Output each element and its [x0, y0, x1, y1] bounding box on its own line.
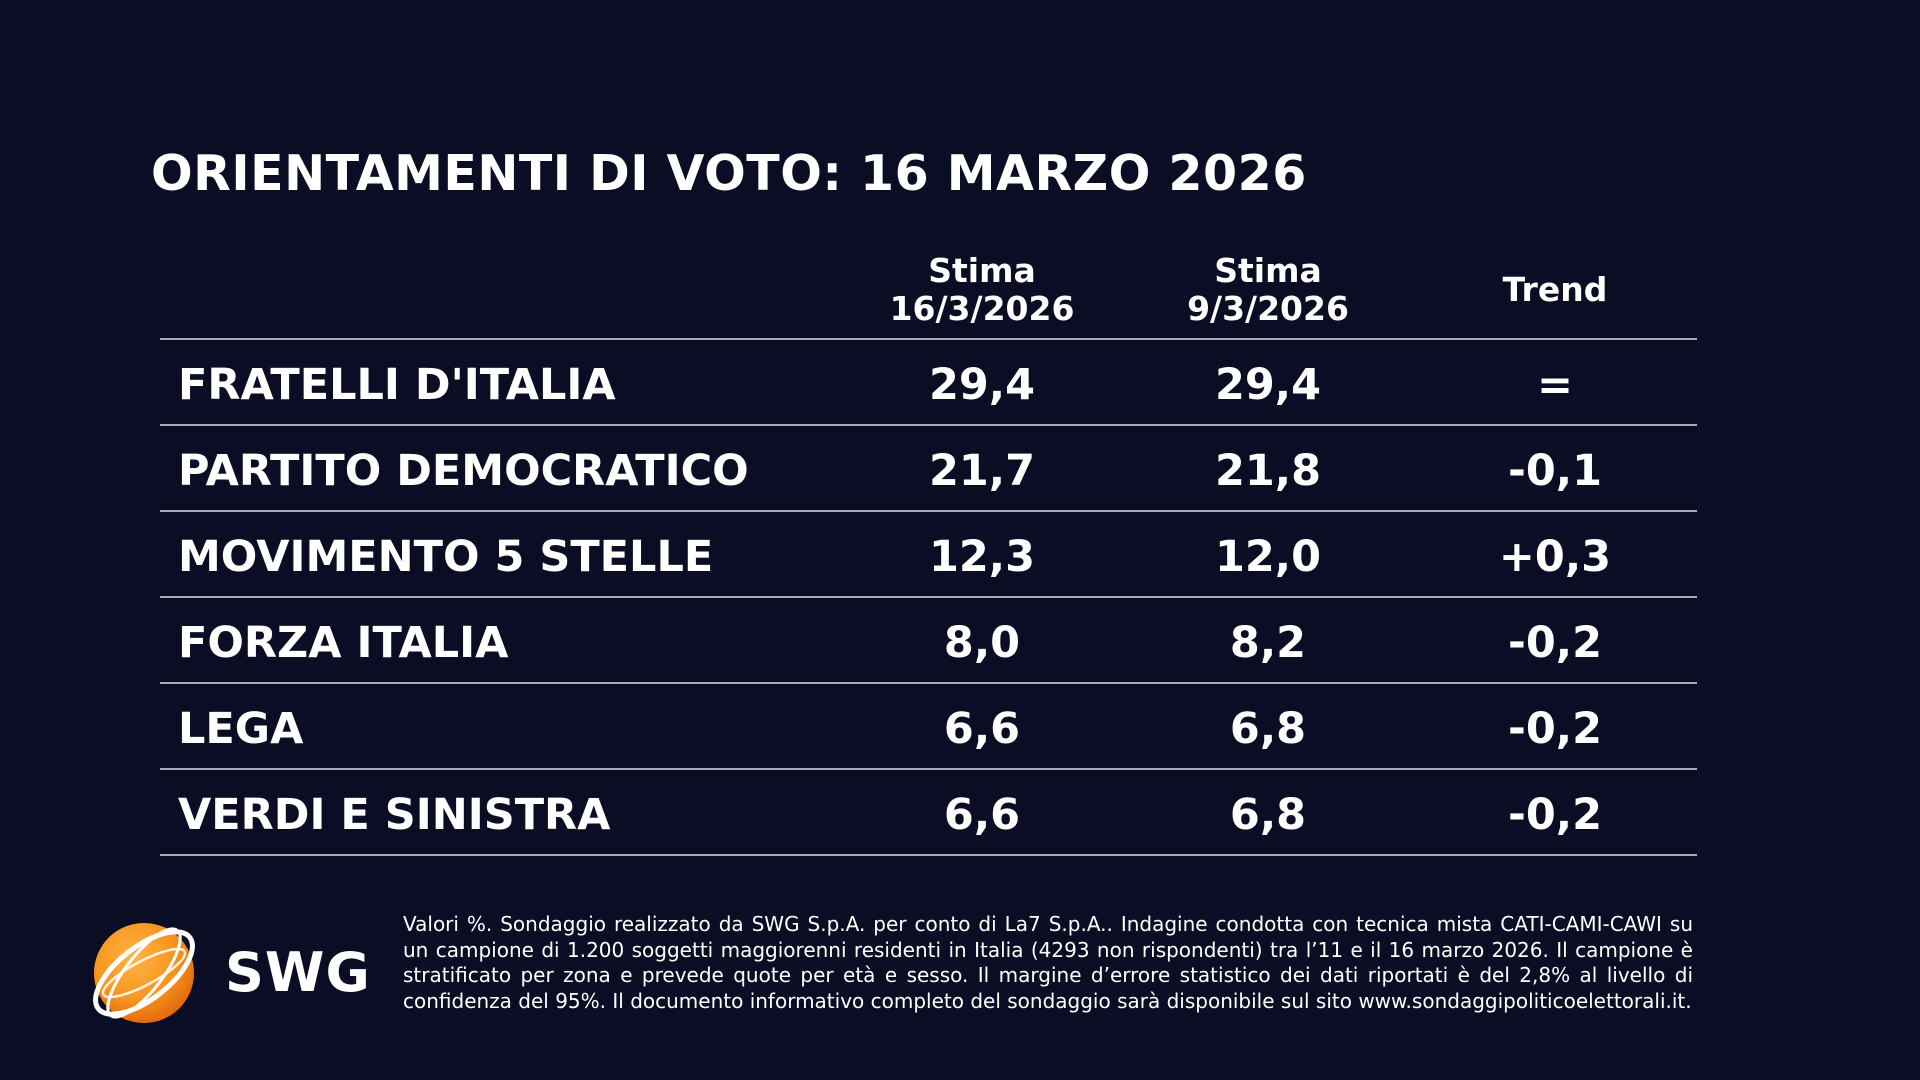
- trend-value: +0,3: [1498, 532, 1612, 582]
- column-header-line2: 9/3/2026: [1187, 289, 1349, 328]
- trend-value: -0,2: [1507, 618, 1603, 668]
- party-name: PARTITO DEMOCRATICO: [178, 446, 749, 496]
- table-row: FRATELLI D'ITALIA 29,4 29,4 =: [160, 338, 1697, 424]
- table-row: PARTITO DEMOCRATICO 21,7 21,8 -0,1: [160, 424, 1697, 510]
- column-header-stima-9: Stima 9/3/2026: [1123, 252, 1413, 328]
- column-header-line1: Trend: [1502, 270, 1608, 309]
- swg-logo: [78, 915, 378, 1030]
- party-name: VERDI E SINISTRA: [178, 790, 611, 840]
- stima-16-value: 8,0: [943, 618, 1021, 668]
- trend-value: -0,2: [1507, 790, 1603, 840]
- trend-value: -0,1: [1507, 446, 1603, 496]
- methodology-note: Valori %. Sondaggio realizzato da SWG S.…: [403, 912, 1693, 1013]
- party-name: LEGA: [178, 704, 304, 754]
- stima-9-value: 6,8: [1229, 790, 1307, 840]
- stima-16-value: 6,6: [943, 790, 1021, 840]
- column-header-trend: Trend: [1410, 271, 1700, 309]
- stima-9-value: 6,8: [1229, 704, 1307, 754]
- table-row: FORZA ITALIA 8,0 8,2 -0,2: [160, 596, 1697, 682]
- table-row: VERDI E SINISTRA 6,6 6,8 -0,2: [160, 768, 1697, 856]
- stima-16-value: 6,6: [943, 704, 1021, 754]
- trend-value: =: [1536, 360, 1574, 410]
- stima-16-value: 12,3: [928, 532, 1036, 582]
- column-header-stima-16: Stima 16/3/2026: [837, 252, 1127, 328]
- column-header-line1: Stima: [928, 251, 1036, 290]
- column-header-line1: Stima: [1214, 251, 1322, 290]
- party-name: MOVIMENTO 5 STELLE: [178, 532, 714, 582]
- page-title: ORIENTAMENTI DI VOTO: 16 MARZO 2026: [151, 145, 1307, 202]
- stima-9-value: 29,4: [1214, 360, 1322, 410]
- stima-9-value: 12,0: [1214, 532, 1322, 582]
- stima-9-value: 21,8: [1214, 446, 1322, 496]
- table-row: MOVIMENTO 5 STELLE 12,3 12,0 +0,3: [160, 510, 1697, 596]
- globe-icon: [93, 923, 195, 1023]
- logo-wordmark: SWG: [225, 941, 371, 1004]
- party-name: FRATELLI D'ITALIA: [178, 360, 616, 410]
- poll-table: Stima 16/3/2026 Stima 9/3/2026 Trend FRA…: [160, 240, 1697, 856]
- trend-value: -0,2: [1507, 704, 1603, 754]
- column-header-line2: 16/3/2026: [889, 289, 1075, 328]
- party-name: FORZA ITALIA: [178, 618, 509, 668]
- table-row: LEGA 6,6 6,8 -0,2: [160, 682, 1697, 768]
- stima-9-value: 8,2: [1229, 618, 1307, 668]
- stima-16-value: 29,4: [928, 360, 1036, 410]
- table-header: Stima 16/3/2026 Stima 9/3/2026 Trend: [160, 240, 1697, 338]
- stima-16-value: 21,7: [928, 446, 1036, 496]
